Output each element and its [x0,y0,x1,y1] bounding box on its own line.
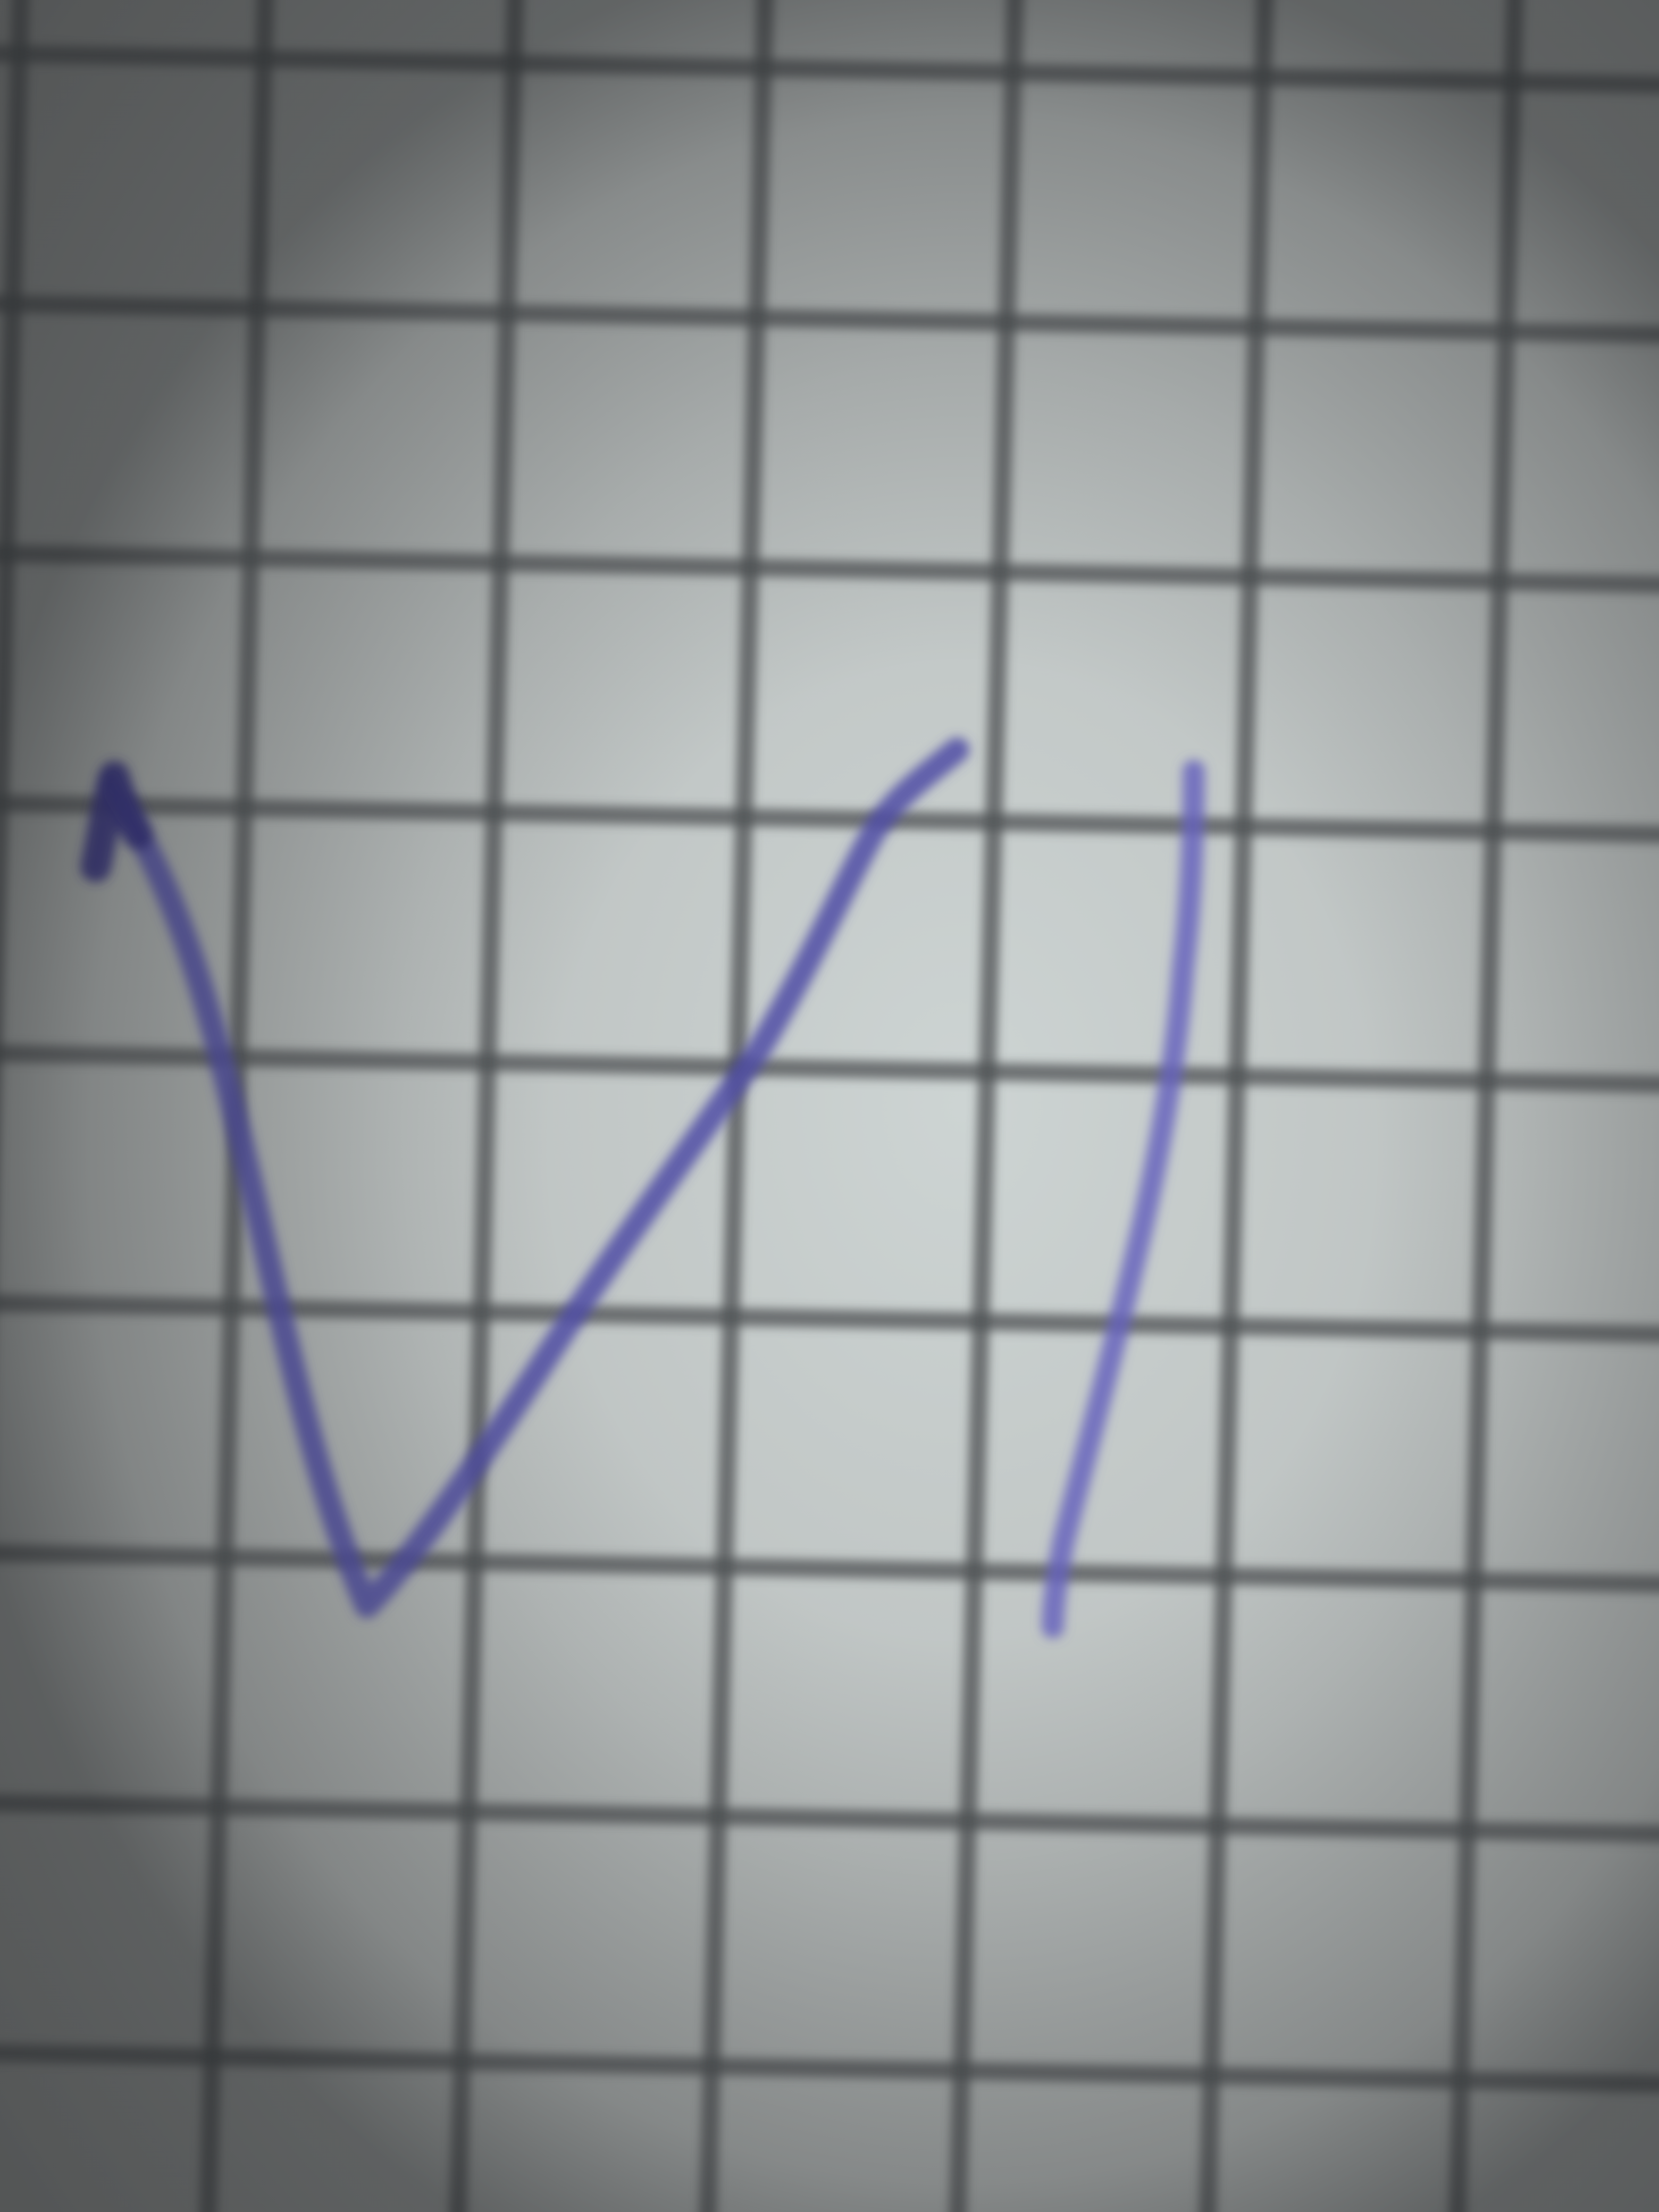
grid-horizontal-line [0,794,1659,844]
grid-vertical-line [949,0,1024,2212]
letter-i-stroke [1042,760,1205,1638]
grid-horizontal-line [0,2043,1659,2093]
grid-vertical-line [449,0,524,2212]
letter-v-hook [80,761,154,882]
grid-vertical-line [0,0,30,1147]
grid-horizontal-line [0,1044,1659,1094]
letter-v-stroke [97,738,969,1618]
grid-horizontal-line [0,44,1659,94]
grid-horizontal-line [0,1794,1659,1844]
grid-horizontal-line [0,1544,1659,1594]
grid-horizontal-line [0,544,1659,594]
grid-vertical-line [699,0,774,2212]
grid-vertical-line [1448,0,1524,2212]
grid-horizontal-line [0,294,1659,344]
grid-vertical-line [1199,0,1274,2212]
grid-horizontal-line [0,1294,1659,1344]
